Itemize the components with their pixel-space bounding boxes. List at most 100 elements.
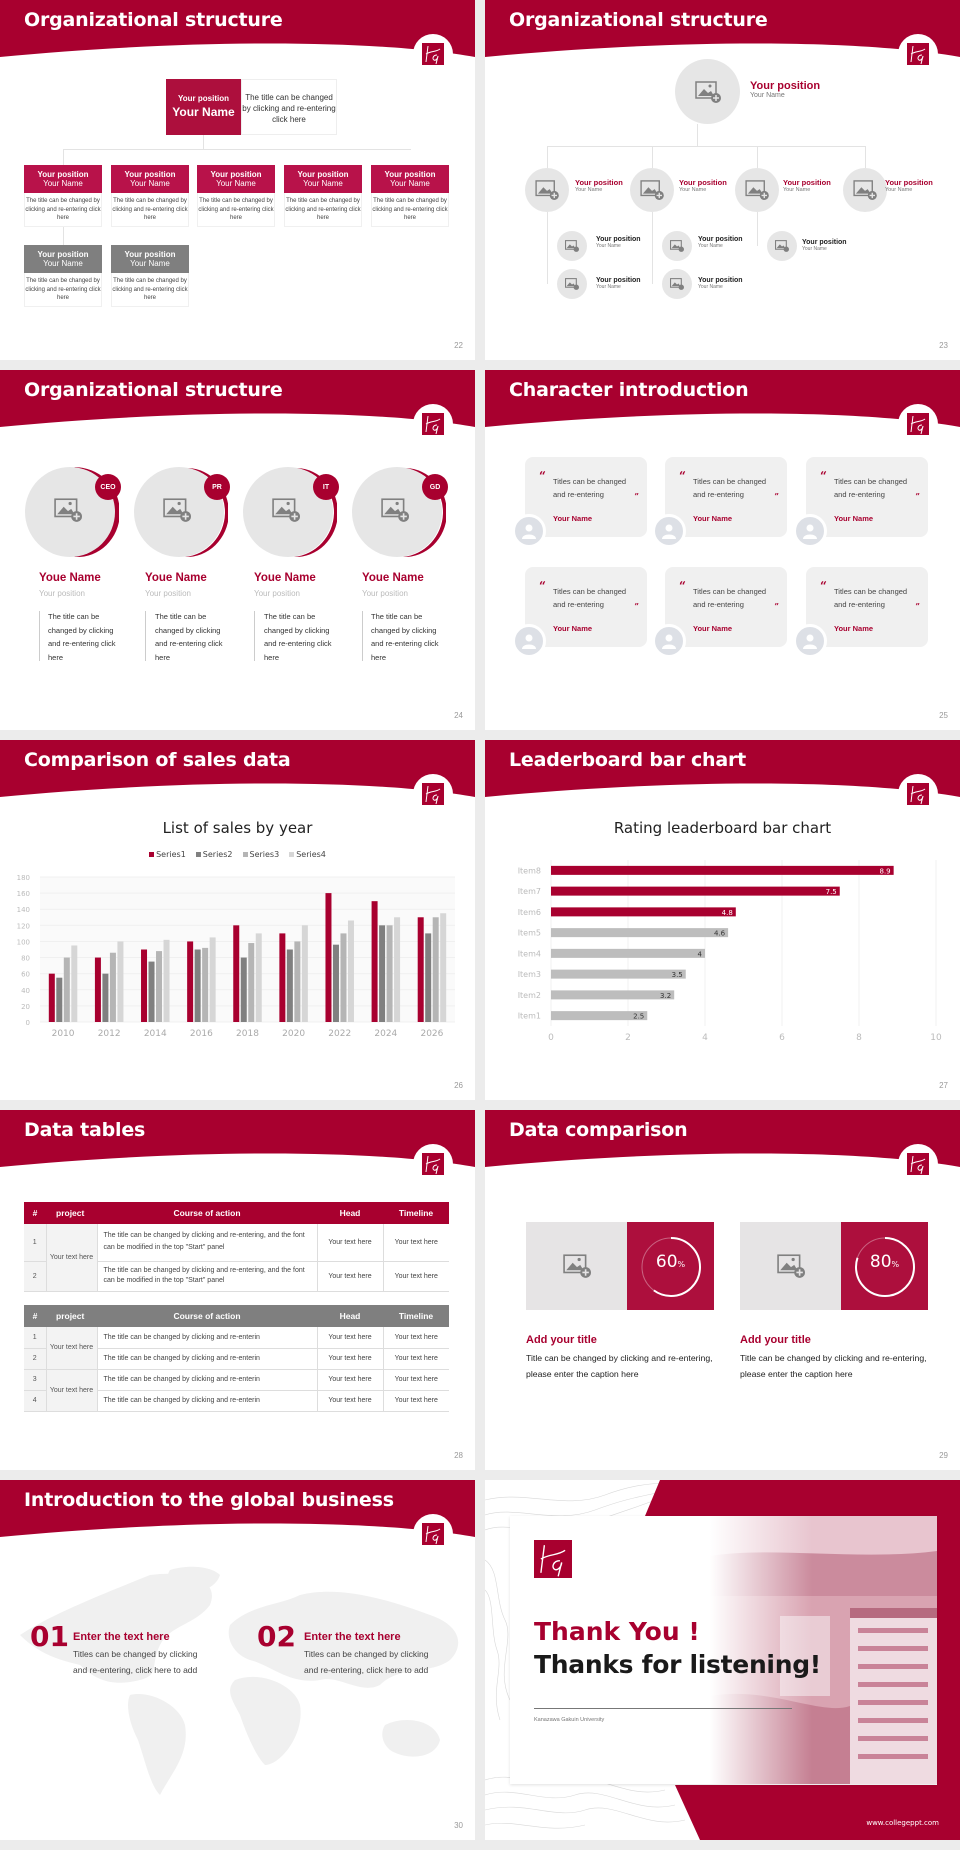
svg-text:6: 6 <box>779 1033 785 1043</box>
org-card[interactable]: Your position Your Name The title can be … <box>197 165 275 227</box>
org-card[interactable]: Your position Your Name The title can be … <box>284 165 362 227</box>
photo-placeholder-small[interactable] <box>767 231 797 261</box>
svg-text:Item8: Item8 <box>518 866 541 875</box>
table-row[interactable]: 4 The title can be changed by clicking a… <box>24 1390 449 1412</box>
avatar[interactable] <box>512 624 546 658</box>
slide-23-org-chart-photos[interactable]: Organizational structure Your position Y… <box>485 0 960 360</box>
table-row[interactable]: 1 Your text here The title can be change… <box>24 1327 449 1370</box>
progress-ring <box>855 1237 915 1297</box>
person-description: The title can be changed by clicking and… <box>264 612 332 663</box>
photo-placeholder-small[interactable] <box>662 269 692 299</box>
photo-placeholder-small[interactable] <box>662 231 692 261</box>
avatar[interactable] <box>652 624 686 658</box>
avatar[interactable] <box>793 624 827 658</box>
slide-27-leaderboard[interactable]: Leaderboard bar chart Rating leaderboard… <box>485 740 960 1100</box>
org-card[interactable]: Your position Your Name The title can be … <box>111 165 189 227</box>
quote-card[interactable]: “ Titles can be changed and re-entering … <box>665 567 787 647</box>
position-label: Your position <box>750 80 821 92</box>
thank-you-card: Thank You ! Thanks for listening! Kanaza… <box>510 1516 937 1784</box>
photo-placeholder[interactable] <box>843 168 887 212</box>
card-description: The title can be changed by clicking and… <box>111 193 189 227</box>
quote-card[interactable]: “ Titles can be changed and re-entering … <box>525 457 647 537</box>
slide-30-global-business[interactable]: Introduction to the global business 01 E… <box>0 1480 475 1840</box>
slide-title: Comparison of sales data <box>24 749 291 771</box>
slide-22-org-chart[interactable]: Organizational structure Your position Y… <box>0 0 475 360</box>
head-cell[interactable]: Your text here <box>316 1224 383 1262</box>
close-quote-icon: ” <box>634 601 639 611</box>
avatar[interactable] <box>793 514 827 548</box>
quote-text: Titles can be changed and re-entering <box>553 477 627 499</box>
photo-placeholder[interactable] <box>735 168 779 212</box>
head-cell[interactable]: Your text here <box>316 1369 383 1391</box>
table-row[interactable]: 2 The title can be changed by clicking a… <box>24 1348 449 1370</box>
head-cell[interactable]: Your text here <box>316 1261 383 1292</box>
slide-header: Leaderboard bar chart <box>485 740 960 814</box>
slide-28-data-tables[interactable]: Data tables # project Course of action H… <box>0 1110 475 1470</box>
svg-text:2.5: 2.5 <box>633 1013 644 1021</box>
timeline-cell[interactable]: Your text here <box>382 1224 449 1262</box>
website-link[interactable]: www.collegeppt.com <box>866 1819 939 1827</box>
image-placeholder[interactable] <box>740 1222 841 1310</box>
action-cell[interactable]: The title can be changed by clicking and… <box>97 1327 317 1349</box>
timeline-cell[interactable]: Your text here <box>382 1348 449 1370</box>
action-cell[interactable]: The title can be changed by clicking and… <box>97 1261 317 1292</box>
slide-24-team-profiles[interactable]: Organizational structure CEO Youe Name Y… <box>0 370 475 730</box>
org-card[interactable]: Your position Your Name The title can be … <box>24 165 102 227</box>
data-table-2: # project Course of action Head Timeline… <box>24 1305 449 1412</box>
timeline-cell[interactable]: Your text here <box>382 1327 449 1349</box>
role-badge: GD <box>422 474 448 500</box>
quote-card[interactable]: “ Titles can be changed and re-entering … <box>806 457 928 537</box>
timeline-cell[interactable]: Your text here <box>382 1369 449 1391</box>
svg-text:40: 40 <box>21 987 30 995</box>
slide-31-thank-you[interactable]: Thank You ! Thanks for listening! Kanaza… <box>485 1480 960 1840</box>
slide-29-data-comparison[interactable]: Data comparison 60% Add your title Title… <box>485 1110 960 1470</box>
table-row[interactable]: 2 The title can be changed by clicking a… <box>24 1261 449 1292</box>
chart-title: List of sales by year <box>162 819 313 837</box>
top-position-box[interactable]: Your position Your Name <box>166 79 241 135</box>
item-number: 02 <box>257 1620 296 1653</box>
quote-card[interactable]: “ Titles can be changed and re-entering … <box>665 457 787 537</box>
top-description[interactable]: The title can be changed by clicking and… <box>241 79 337 135</box>
photo-placeholder-small[interactable] <box>557 269 587 299</box>
quote-card[interactable]: “ Titles can be changed and re-entering … <box>525 567 647 647</box>
legend-item: Series3 <box>242 850 279 859</box>
org-card[interactable]: Your position Your Name The title can be … <box>24 245 102 307</box>
avatar[interactable] <box>652 514 686 548</box>
head-cell[interactable]: Your text here <box>316 1390 383 1412</box>
position-label: Your position <box>698 236 743 243</box>
timeline-cell[interactable]: Your text here <box>382 1390 449 1412</box>
project-cell[interactable]: Your text here <box>45 1369 98 1412</box>
name-label: Your Name <box>596 284 621 290</box>
add-image-icon <box>694 80 721 103</box>
project-cell[interactable]: Your text here <box>45 1327 98 1370</box>
svg-text:20: 20 <box>21 1003 30 1011</box>
image-placeholder[interactable] <box>526 1222 627 1310</box>
quote-card[interactable]: “ Titles can be changed and re-entering … <box>806 567 928 647</box>
avatar[interactable] <box>512 514 546 548</box>
item-title: Add your title <box>740 1334 811 1346</box>
slide-26-sales-chart[interactable]: Comparison of sales data List of sales b… <box>0 740 475 1100</box>
column-header: project <box>56 1208 85 1218</box>
slide-25-character-intro[interactable]: Character introduction “ Titles can be c… <box>485 370 960 730</box>
photo-placeholder[interactable] <box>525 168 569 212</box>
position-label: Your position <box>596 236 641 243</box>
svg-text:Item6: Item6 <box>518 908 541 917</box>
photo-placeholder-small[interactable] <box>557 231 587 261</box>
action-cell[interactable]: The title can be changed by clicking and… <box>97 1348 317 1370</box>
action-cell[interactable]: The title can be changed by clicking and… <box>97 1224 317 1262</box>
action-cell[interactable]: The title can be changed by clicking and… <box>97 1369 317 1391</box>
org-card[interactable]: Your position Your Name The title can be … <box>111 245 189 307</box>
column-header: # <box>32 1311 38 1321</box>
photo-placeholder[interactable] <box>675 59 740 124</box>
timeline-cell[interactable]: Your text here <box>382 1261 449 1292</box>
table-row[interactable]: 3 Your text here The title can be change… <box>24 1369 449 1412</box>
org-card[interactable]: Your position Your Name The title can be … <box>371 165 449 227</box>
head-cell[interactable]: Your text here <box>316 1348 383 1370</box>
close-quote-icon: ” <box>634 491 639 501</box>
action-cell[interactable]: The title can be changed by clicking and… <box>97 1390 317 1412</box>
project-cell[interactable]: Your text here <box>45 1224 98 1292</box>
head-cell[interactable]: Your text here <box>316 1327 383 1349</box>
photo-placeholder[interactable] <box>630 168 674 212</box>
kg-logo-icon <box>422 43 444 65</box>
table-row[interactable]: 1 Your text here The title can be change… <box>24 1224 449 1292</box>
